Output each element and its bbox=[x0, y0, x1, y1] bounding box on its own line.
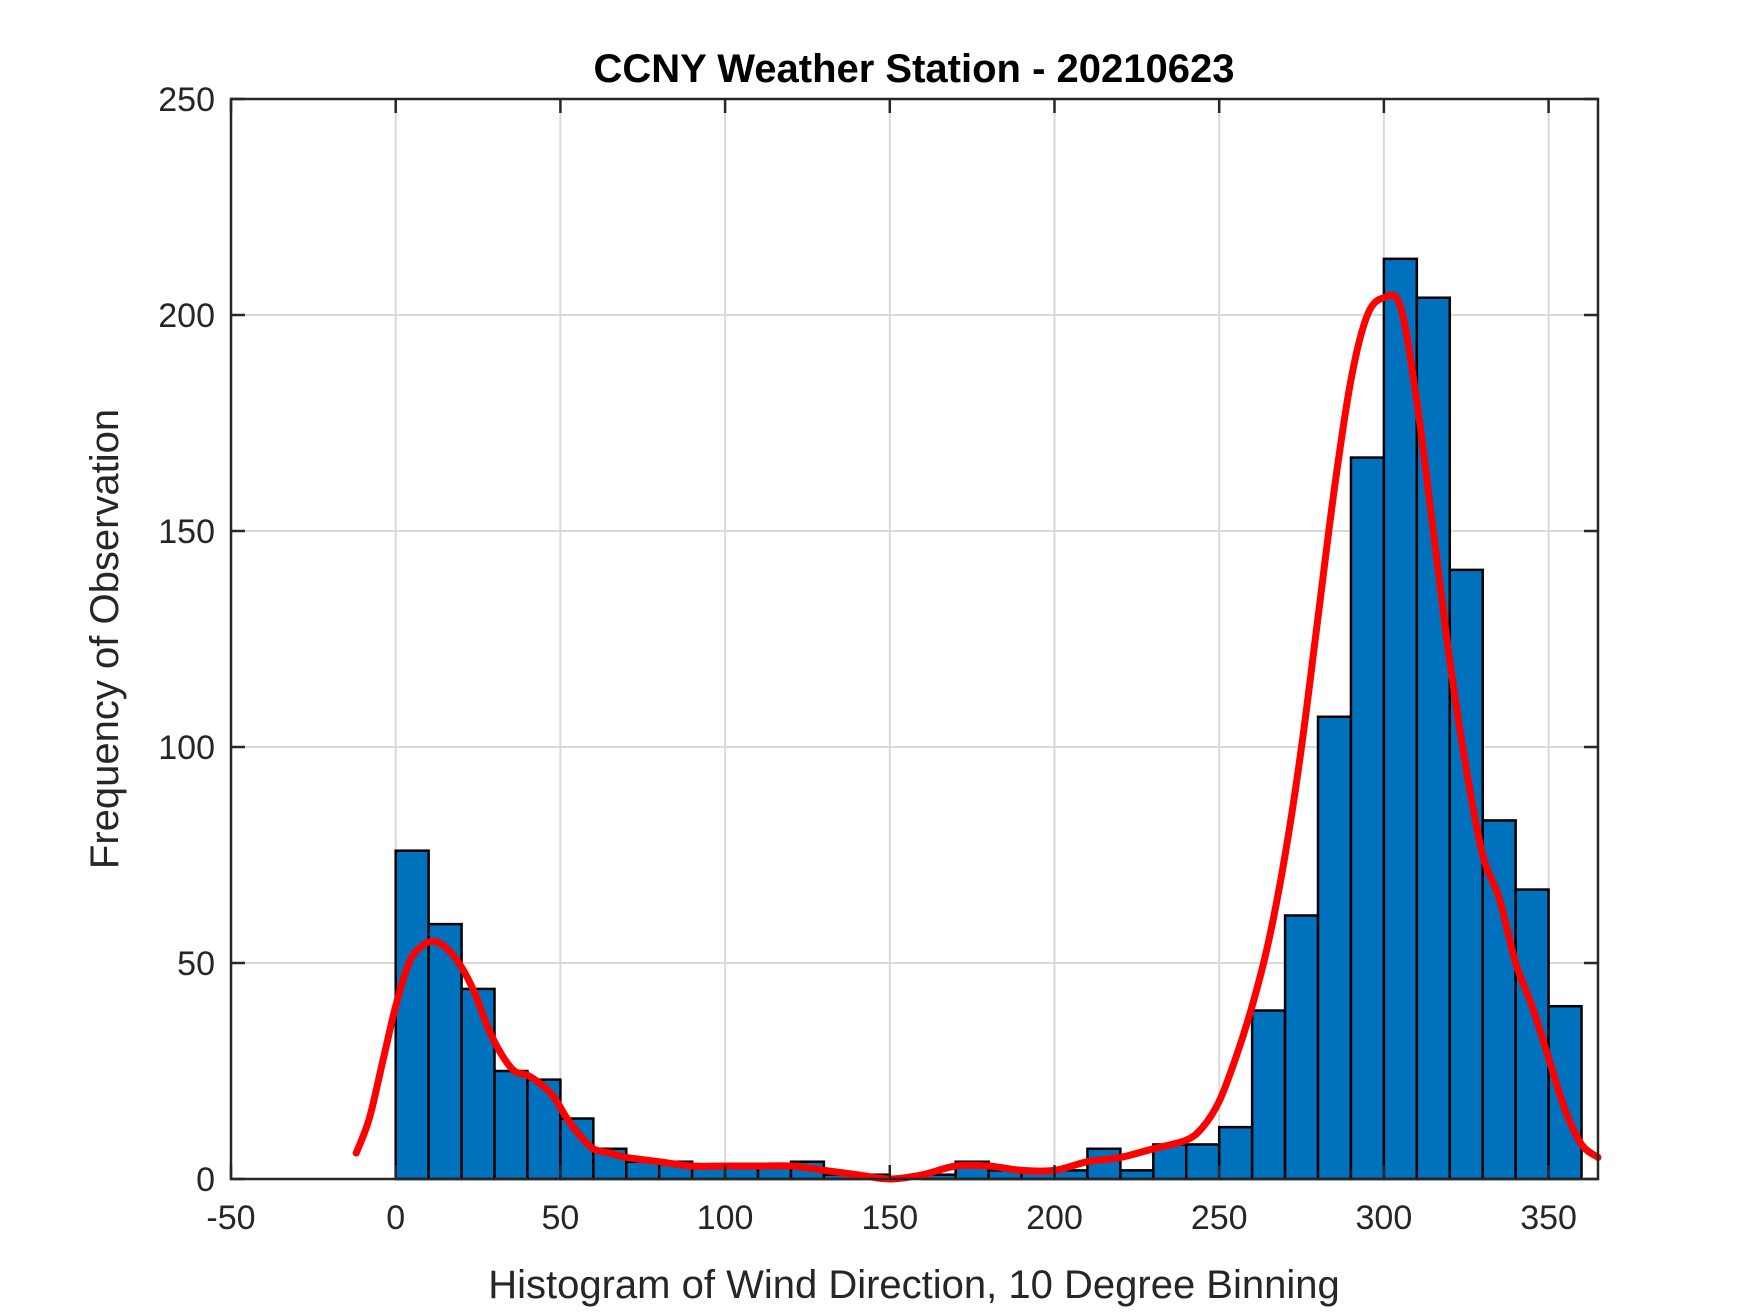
y-tick-label: 200 bbox=[158, 297, 215, 335]
histogram-bar bbox=[1119, 1169, 1155, 1181]
histogram-bar bbox=[1217, 1125, 1254, 1181]
histogram-bar bbox=[1185, 1143, 1221, 1181]
histogram-bar bbox=[1382, 257, 1419, 1181]
histogram-bar bbox=[1448, 568, 1484, 1181]
x-tick-label: 200 bbox=[1026, 1199, 1083, 1237]
histogram-bar bbox=[394, 849, 430, 1181]
y-tick-label: 0 bbox=[196, 1161, 215, 1199]
x-axis-title: Histogram of Wind Direction, 10 Degree B… bbox=[488, 1263, 1340, 1307]
x-tick-label: 300 bbox=[1356, 1199, 1413, 1237]
x-tick-label: 50 bbox=[541, 1199, 579, 1237]
x-tick-label: 150 bbox=[861, 1199, 918, 1237]
y-tick-label: 50 bbox=[177, 945, 215, 983]
x-tick-label: 0 bbox=[386, 1199, 405, 1237]
x-tick-label: 350 bbox=[1520, 1199, 1577, 1237]
histogram-bar bbox=[1349, 456, 1386, 1181]
chart-title: CCNY Weather Station - 20210623 bbox=[594, 47, 1235, 91]
x-tick-label: 250 bbox=[1191, 1199, 1248, 1237]
density-curve-layer bbox=[352, 291, 1602, 1183]
axes bbox=[229, 97, 1600, 1181]
y-tick-label: 100 bbox=[158, 729, 215, 767]
histogram-bar bbox=[460, 987, 496, 1181]
histogram-bar bbox=[493, 1069, 529, 1181]
histogram-bar bbox=[1547, 1004, 1583, 1181]
x-tick-label: -50 bbox=[206, 1199, 255, 1237]
histogram-bar bbox=[1250, 1009, 1287, 1181]
histogram-bar bbox=[1283, 914, 1320, 1181]
density-curve bbox=[352, 291, 1602, 1183]
x-tick-label: 100 bbox=[697, 1199, 754, 1237]
y-axis-title: Frequency of Observation bbox=[83, 409, 127, 869]
y-tick-label: 150 bbox=[158, 513, 215, 551]
y-tick-label: 250 bbox=[158, 81, 215, 119]
histogram-bar bbox=[1316, 715, 1353, 1181]
axes-box bbox=[229, 97, 1600, 1181]
